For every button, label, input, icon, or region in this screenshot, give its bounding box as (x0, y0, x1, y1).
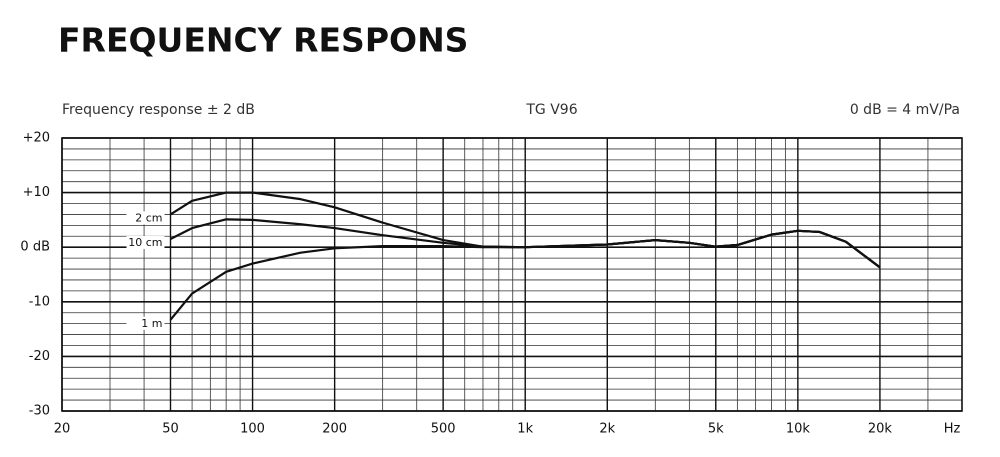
x-tick-label: 10k (786, 422, 811, 437)
y-tick-label: -10 (29, 294, 50, 309)
plot-frame (61, 137, 963, 412)
curve-label-bg (126, 236, 165, 250)
y-tick-label: +20 (23, 131, 50, 146)
y-tick-label: +10 (23, 185, 50, 200)
curve-label: 1 m (141, 317, 162, 330)
curve-label-bg (126, 316, 165, 330)
subtitle-center: TG V96 (525, 102, 577, 118)
x-tick-label: 20 (54, 422, 71, 437)
chart-title: FREQUENCY RESPONS (58, 21, 468, 60)
y-tick-label: 0 dB (20, 240, 50, 255)
x-tick-label: 1k (517, 422, 533, 437)
y-tick-label: -30 (29, 404, 50, 419)
x-tick-label: 500 (431, 422, 456, 437)
curve-label-bg (126, 211, 165, 225)
x-tick-label: 100 (240, 422, 265, 437)
curve-label: 2 cm (135, 211, 162, 224)
subtitle-right: 0 dB = 4 mV/Pa (850, 102, 960, 118)
x-tick-label: 200 (322, 422, 347, 437)
x-tick-label: 2k (599, 422, 615, 437)
x-tick-label: 20k (868, 422, 893, 437)
curve (169, 229, 881, 321)
x-tick-label: 50 (162, 422, 179, 437)
x-tick-label: 5k (708, 422, 724, 437)
y-tick-label: -20 (29, 349, 50, 364)
subtitle-left: Frequency response ± 2 dB (62, 102, 255, 118)
x-axis-label: Hz (944, 422, 961, 437)
curve-label: 10 cm (128, 236, 162, 249)
